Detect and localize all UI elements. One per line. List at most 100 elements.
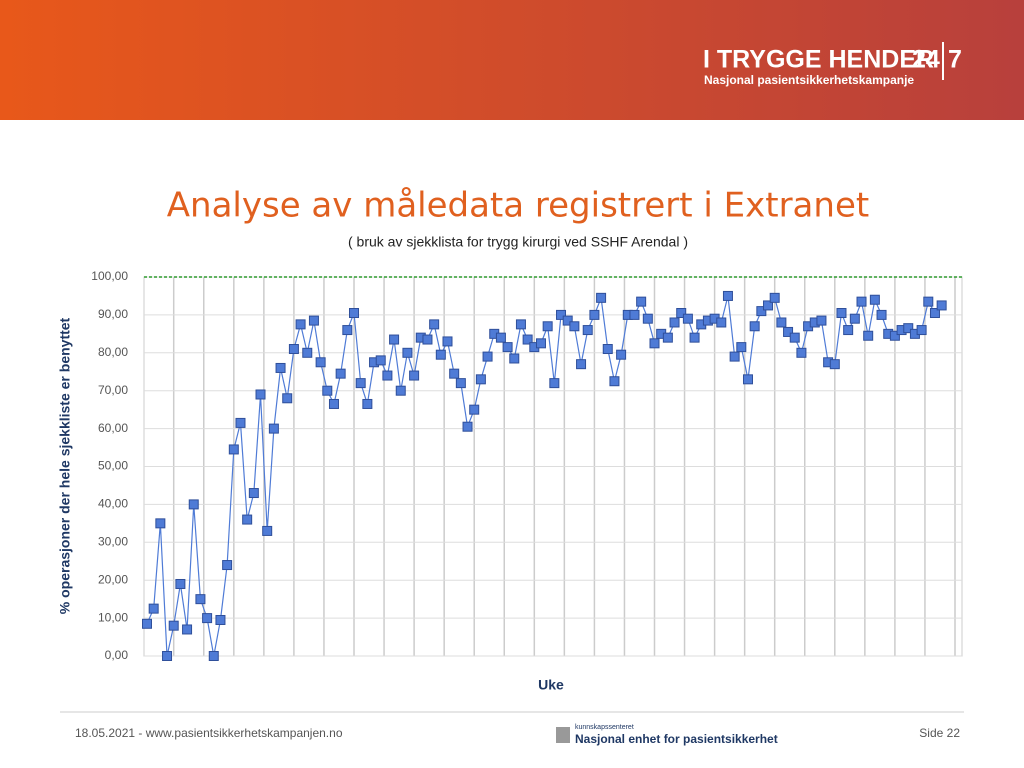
point [342, 325, 353, 336]
point [662, 332, 673, 343]
y-tick-label: 90,00 [98, 307, 128, 321]
point [155, 518, 166, 529]
footer-date: 18.05.2021 - www.pasientsikkerhetskampan… [75, 726, 343, 740]
y-tick-label: 80,00 [98, 345, 128, 359]
point [829, 359, 840, 370]
point [589, 309, 600, 320]
header-band [0, 0, 1024, 120]
point [469, 404, 480, 415]
point [556, 309, 567, 320]
point [228, 444, 239, 455]
point [242, 514, 253, 525]
point [255, 389, 266, 400]
point [148, 603, 159, 614]
logo-number: 7 [948, 46, 962, 74]
point [362, 398, 373, 409]
point [629, 309, 640, 320]
point [382, 370, 393, 381]
point [429, 319, 440, 330]
point [515, 319, 526, 330]
point [796, 347, 807, 358]
point [295, 319, 306, 330]
point [535, 338, 546, 349]
point [936, 300, 947, 311]
point [188, 499, 199, 510]
point [502, 342, 513, 353]
y-tick-label: 100,00 [91, 269, 128, 283]
point [562, 315, 573, 326]
point [549, 378, 560, 389]
point [395, 385, 406, 396]
point [142, 618, 152, 629]
point [729, 351, 740, 362]
point [509, 353, 520, 364]
point [576, 359, 587, 370]
point [869, 294, 880, 305]
point [475, 374, 486, 385]
plot: 0,00 10,00 20,00 30,00 40,00 50,00 60,00 70,00 8… [91, 269, 963, 662]
point [182, 624, 193, 635]
point [208, 651, 219, 661]
point [929, 308, 940, 319]
point [202, 613, 213, 624]
footer-page: Side 22 [919, 726, 960, 740]
point [669, 317, 680, 328]
point [923, 296, 934, 307]
point [235, 417, 246, 428]
point [843, 325, 854, 336]
point [763, 300, 774, 311]
point [322, 385, 333, 396]
point [335, 368, 346, 379]
point [596, 292, 607, 303]
point [495, 332, 506, 343]
point [389, 334, 400, 345]
point [288, 344, 299, 355]
point [876, 309, 887, 320]
point [742, 374, 753, 385]
point [462, 421, 473, 432]
point [328, 398, 339, 409]
y-tick-label: 60,00 [98, 421, 128, 435]
point [676, 308, 687, 319]
y-axis-label: % operasjoner der hele sjekkliste er ben… [57, 317, 73, 614]
point [642, 313, 653, 324]
point [616, 349, 627, 360]
point [836, 308, 847, 319]
point [776, 317, 787, 328]
point [402, 347, 413, 358]
point [716, 317, 727, 328]
point [609, 376, 620, 387]
point [816, 315, 827, 326]
point [889, 330, 900, 341]
point [435, 349, 446, 360]
x-axis-label: Uke [538, 677, 564, 693]
point [522, 334, 533, 345]
y-tick-label: 70,00 [98, 383, 128, 397]
point [315, 357, 326, 368]
point [636, 296, 647, 307]
point [722, 290, 733, 301]
point [302, 347, 313, 358]
point [849, 313, 860, 324]
point [268, 423, 279, 434]
org-logo [556, 727, 570, 743]
point [582, 325, 593, 336]
point [222, 560, 233, 571]
point [308, 315, 319, 326]
point [856, 296, 867, 307]
point [262, 525, 273, 536]
point [449, 368, 460, 379]
point [455, 378, 466, 389]
logo-number: 24 [912, 46, 940, 74]
point [442, 336, 453, 347]
y-tick-label: 30,00 [98, 534, 128, 548]
point [282, 393, 293, 404]
point [355, 378, 366, 389]
point [195, 594, 206, 605]
logo-subtitle: Nasjonal pasientsikkerhetskampanje [704, 73, 914, 87]
point [349, 308, 360, 319]
point [482, 351, 493, 362]
chart-title: Analyse av måledata registrert i Extrane… [167, 186, 869, 226]
point [916, 325, 927, 336]
